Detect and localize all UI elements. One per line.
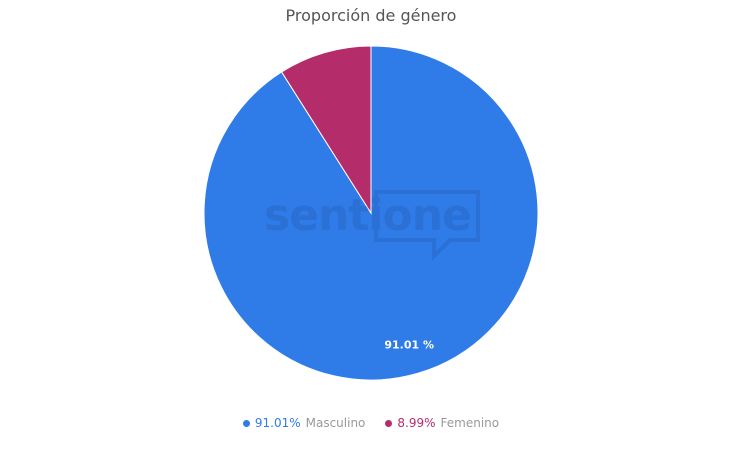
legend-label: Masculino [305, 416, 366, 430]
sentione-watermark-logo: sentione [264, 190, 480, 261]
legend-dot-icon [385, 419, 393, 427]
legend: 91.01% Masculino 8.99% Femenino [0, 416, 742, 430]
svg-text:sentione: sentione [264, 190, 471, 241]
data-label: 91.01 % [384, 339, 434, 352]
legend-percent: 8.99% [397, 416, 436, 430]
legend-label: Femenino [440, 416, 500, 430]
pie-slice-femenino[interactable] [280, 45, 372, 215]
legend-percent: 91.01% [254, 416, 301, 430]
chart-title: Proporción de género [285, 6, 457, 25]
legend-dot-icon [242, 419, 250, 427]
legend-item-femenino[interactable]: 8.99% Femenino [385, 416, 499, 430]
legend-item-masculino[interactable]: 91.01% Masculino [242, 416, 366, 430]
